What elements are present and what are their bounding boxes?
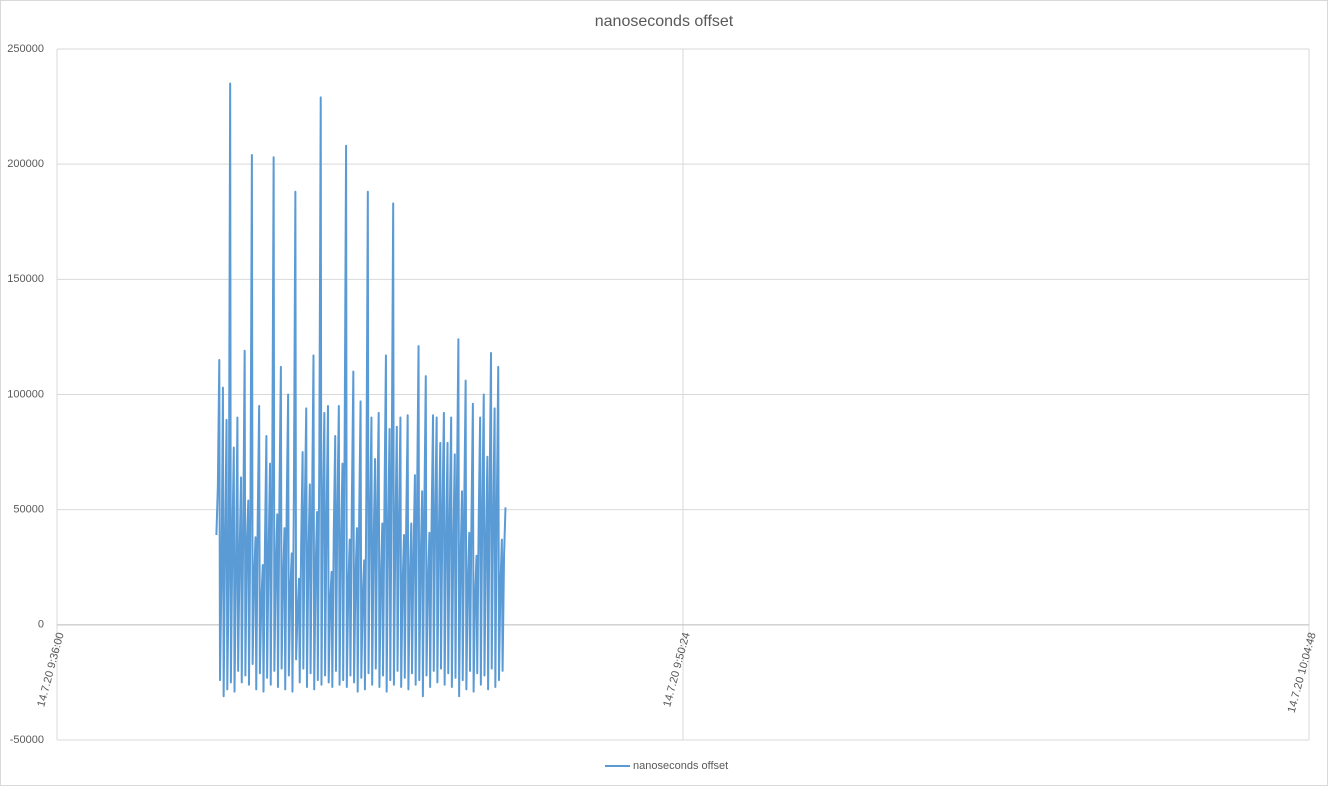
y-tick-label: -50000 [10,734,44,746]
y-tick-label: 50000 [13,504,44,516]
data-line [215,82,507,698]
y-tick-label: 100000 [7,388,44,400]
y-tick-label: 0 [38,619,44,631]
legend-label: nanoseconds offset [633,760,728,772]
chart-title: nanoseconds offset [595,13,734,30]
y-tick-label: 150000 [7,273,44,285]
y-tick-label: 250000 [7,43,44,55]
y-tick-label: 200000 [7,158,44,170]
